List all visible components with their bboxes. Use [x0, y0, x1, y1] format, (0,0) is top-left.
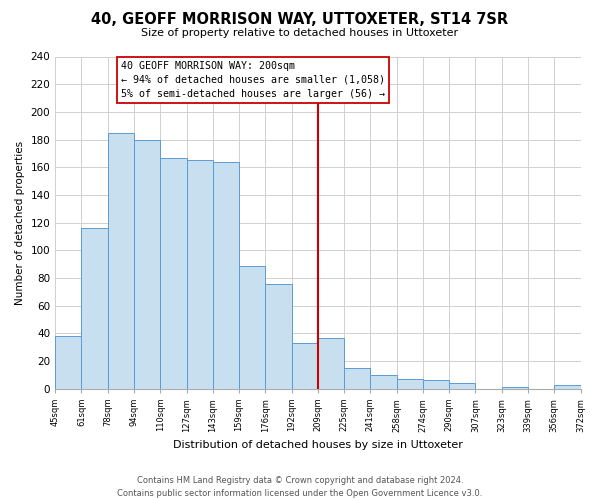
Bar: [292, 343, 318, 389]
Text: 40 GEOFF MORRISON WAY: 200sqm
← 94% of detached houses are smaller (1,058)
5% of: 40 GEOFF MORRISON WAY: 200sqm ← 94% of d…: [121, 60, 385, 98]
Bar: [423, 380, 449, 389]
Bar: [554, 384, 581, 389]
Bar: [55, 336, 82, 389]
X-axis label: Distribution of detached houses by size in Uttoxeter: Distribution of detached houses by size …: [173, 440, 463, 450]
Bar: [397, 379, 423, 389]
Bar: [449, 383, 475, 389]
Bar: [344, 368, 370, 389]
Bar: [370, 375, 397, 389]
Y-axis label: Number of detached properties: Number of detached properties: [15, 140, 25, 304]
Bar: [239, 266, 265, 389]
Bar: [265, 284, 292, 389]
Text: Size of property relative to detached houses in Uttoxeter: Size of property relative to detached ho…: [142, 28, 458, 38]
Bar: [108, 132, 134, 389]
Bar: [82, 228, 108, 389]
Text: 40, GEOFF MORRISON WAY, UTTOXETER, ST14 7SR: 40, GEOFF MORRISON WAY, UTTOXETER, ST14 …: [91, 12, 509, 28]
Bar: [134, 140, 160, 389]
Bar: [213, 162, 239, 389]
Text: Contains HM Land Registry data © Crown copyright and database right 2024.
Contai: Contains HM Land Registry data © Crown c…: [118, 476, 482, 498]
Bar: [318, 338, 344, 389]
Bar: [160, 158, 187, 389]
Bar: [502, 388, 528, 389]
Bar: [187, 160, 213, 389]
